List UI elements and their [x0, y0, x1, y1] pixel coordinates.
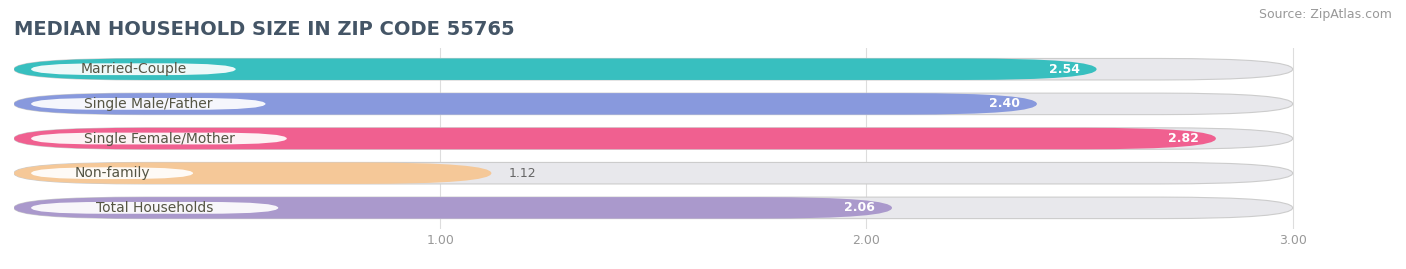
FancyBboxPatch shape [14, 197, 891, 219]
FancyBboxPatch shape [31, 133, 287, 144]
FancyBboxPatch shape [31, 202, 278, 214]
FancyBboxPatch shape [14, 93, 1038, 115]
Text: 2.82: 2.82 [1168, 132, 1199, 145]
Text: MEDIAN HOUSEHOLD SIZE IN ZIP CODE 55765: MEDIAN HOUSEHOLD SIZE IN ZIP CODE 55765 [14, 20, 515, 38]
Text: 2.54: 2.54 [1049, 63, 1080, 76]
FancyBboxPatch shape [31, 63, 236, 75]
Text: 2.40: 2.40 [988, 97, 1019, 110]
Text: 1.12: 1.12 [509, 167, 536, 180]
FancyBboxPatch shape [14, 128, 1216, 149]
FancyBboxPatch shape [14, 58, 1292, 80]
FancyBboxPatch shape [14, 197, 1292, 219]
Text: 2.06: 2.06 [844, 201, 875, 214]
FancyBboxPatch shape [31, 167, 193, 179]
FancyBboxPatch shape [14, 93, 1292, 115]
Text: Source: ZipAtlas.com: Source: ZipAtlas.com [1258, 8, 1392, 21]
FancyBboxPatch shape [14, 128, 1292, 149]
Text: Total Households: Total Households [96, 201, 214, 215]
Text: Non-family: Non-family [75, 166, 150, 180]
Text: Single Male/Father: Single Male/Father [84, 97, 212, 111]
FancyBboxPatch shape [14, 162, 1292, 184]
Text: Married-Couple: Married-Couple [80, 62, 187, 76]
Text: Single Female/Mother: Single Female/Mother [83, 132, 235, 146]
FancyBboxPatch shape [14, 162, 492, 184]
FancyBboxPatch shape [14, 58, 1097, 80]
FancyBboxPatch shape [31, 98, 266, 110]
